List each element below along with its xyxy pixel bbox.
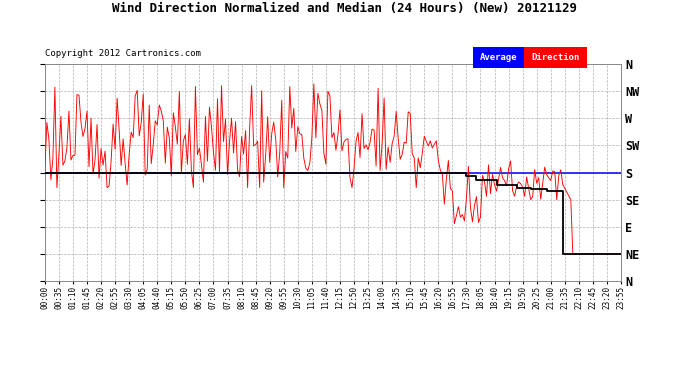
Text: Wind Direction Normalized and Median (24 Hours) (New) 20121129: Wind Direction Normalized and Median (24… [112, 2, 578, 15]
Text: Copyright 2012 Cartronics.com: Copyright 2012 Cartronics.com [45, 50, 201, 58]
Text: Average: Average [480, 53, 518, 62]
Text: Direction: Direction [531, 53, 580, 62]
